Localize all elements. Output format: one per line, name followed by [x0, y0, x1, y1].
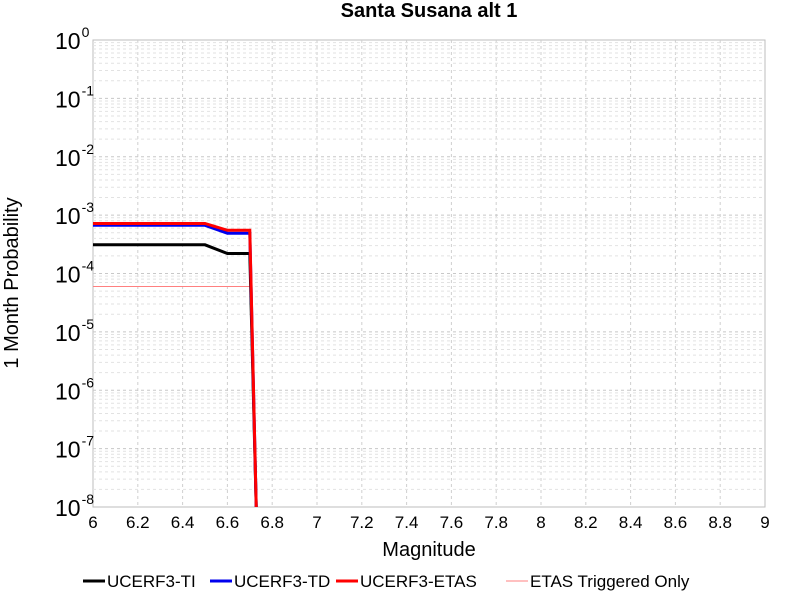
- y-tick-label: 100: [55, 24, 90, 54]
- y-tick-label: 10-2: [55, 141, 94, 171]
- y-tick-label: 10-1: [55, 82, 94, 112]
- y-tick-label: 10-5: [55, 316, 94, 346]
- series-line-ucerf3-etas: [93, 222, 258, 507]
- y-tick-exponent: -3: [82, 199, 95, 215]
- y-tick-exponent: -4: [82, 258, 95, 274]
- y-tick-exponent: -7: [82, 433, 95, 449]
- x-tick-label: 6.6: [216, 513, 240, 532]
- y-tick-label: 10-7: [55, 433, 94, 463]
- x-axis-label: Magnitude: [382, 539, 475, 561]
- y-axis-label: 1 Month Probability: [1, 197, 23, 368]
- y-tick-label: 10-4: [55, 258, 94, 288]
- x-tick-label: 8.2: [574, 513, 598, 532]
- legend: UCERF3-TI UCERF3-TD UCERF3-ETAS ETAS Trigge…: [83, 572, 690, 591]
- x-tick-label: 7.4: [395, 513, 419, 532]
- x-tick-label: 7.8: [484, 513, 508, 532]
- y-tick-exponent: -1: [82, 82, 95, 98]
- series-lines: [93, 222, 258, 507]
- x-tick-label: 7.6: [440, 513, 464, 532]
- x-tick-label: 6.4: [171, 513, 195, 532]
- y-tick-exponent: 0: [82, 24, 90, 40]
- y-tick-label: 10-6: [55, 374, 94, 404]
- y-tick-label: 10-8: [55, 491, 94, 521]
- x-tick-label: 6.8: [260, 513, 284, 532]
- y-tick-label: 10-3: [55, 199, 94, 229]
- grid-lines: [93, 40, 765, 507]
- x-tick-label: 6: [88, 513, 97, 532]
- x-tick-label: 9: [760, 513, 769, 532]
- y-tick-exponent: -5: [82, 316, 95, 332]
- x-tick-label: 8.6: [664, 513, 688, 532]
- legend-label: UCERF3-TD: [234, 572, 330, 591]
- chart-title: Santa Susana alt 1: [341, 0, 518, 22]
- legend-label: ETAS Triggered Only: [530, 572, 690, 591]
- y-axis-ticks: 100 10-1 10-2 10-3 10-4 10-5 10-6 10-7 10-8: [55, 24, 94, 521]
- y-tick-exponent: -6: [82, 374, 95, 390]
- x-tick-label: 8.8: [708, 513, 732, 532]
- y-tick-exponent: -8: [82, 491, 95, 507]
- x-tick-label: 7: [312, 513, 321, 532]
- x-tick-label: 8: [536, 513, 545, 532]
- x-tick-label: 7.2: [350, 513, 374, 532]
- legend-label: UCERF3-ETAS: [360, 572, 477, 591]
- legend-label: UCERF3-TI: [107, 572, 196, 591]
- x-tick-label: 8.4: [619, 513, 643, 532]
- x-tick-label: 6.2: [126, 513, 150, 532]
- x-axis-ticks: 6 6.2 6.4 6.6 6.8 7 7.2 7.4 7.6 7.8 8 8.2 8.4 8.6 8.8 9: [88, 513, 769, 532]
- y-tick-exponent: -2: [82, 141, 95, 157]
